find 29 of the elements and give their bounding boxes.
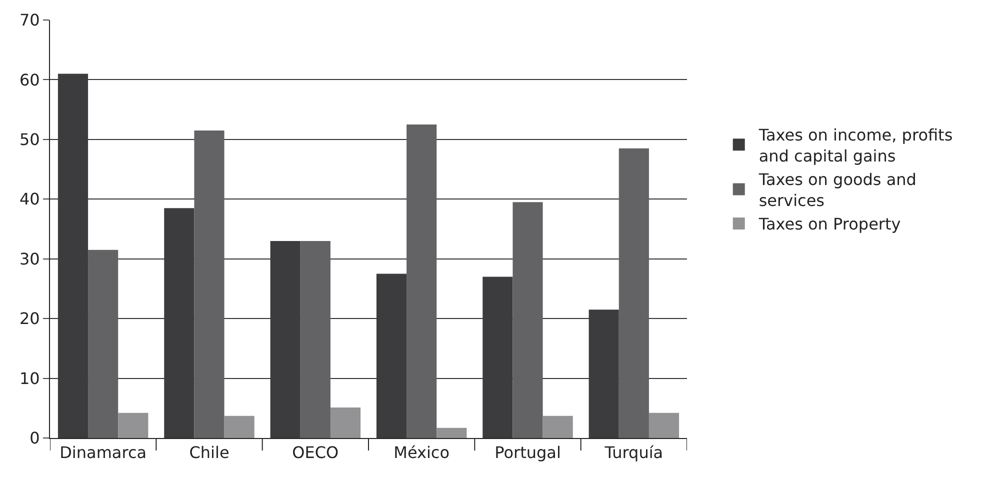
bar <box>648 412 680 438</box>
x-tick-label: OECO <box>292 443 339 462</box>
bar <box>224 416 254 438</box>
bar <box>618 148 649 438</box>
bar <box>300 240 330 438</box>
y-tick-label: 40 <box>19 190 40 209</box>
x-tick-label: Chile <box>189 443 230 462</box>
bar <box>406 124 437 438</box>
y-tick-label: 60 <box>19 70 40 90</box>
bar <box>118 412 148 438</box>
legend-label: Taxes on income, profits and capital gains <box>758 125 953 166</box>
x-tick-label: Portugal <box>494 443 561 462</box>
y-tick-label: 20 <box>19 309 40 328</box>
legend-label: Taxes on goods and services <box>758 170 916 210</box>
bar <box>512 202 543 438</box>
bar <box>436 428 467 438</box>
y-tick-label: 10 <box>19 368 40 388</box>
x-tick-label: Turquía <box>604 443 664 462</box>
legend-label: Taxes on Property <box>758 214 901 234</box>
y-tick-label: 30 <box>19 249 40 268</box>
y-tick-label: 0 <box>30 428 40 448</box>
bar <box>88 250 118 438</box>
x-tick-label: Dinamarca <box>60 443 147 462</box>
y-tick-label: 70 <box>19 10 40 30</box>
y-tick-label: 50 <box>19 130 40 150</box>
bar <box>194 130 224 438</box>
bar <box>330 408 361 438</box>
bar <box>542 416 573 438</box>
x-tick-label: México <box>394 443 450 462</box>
